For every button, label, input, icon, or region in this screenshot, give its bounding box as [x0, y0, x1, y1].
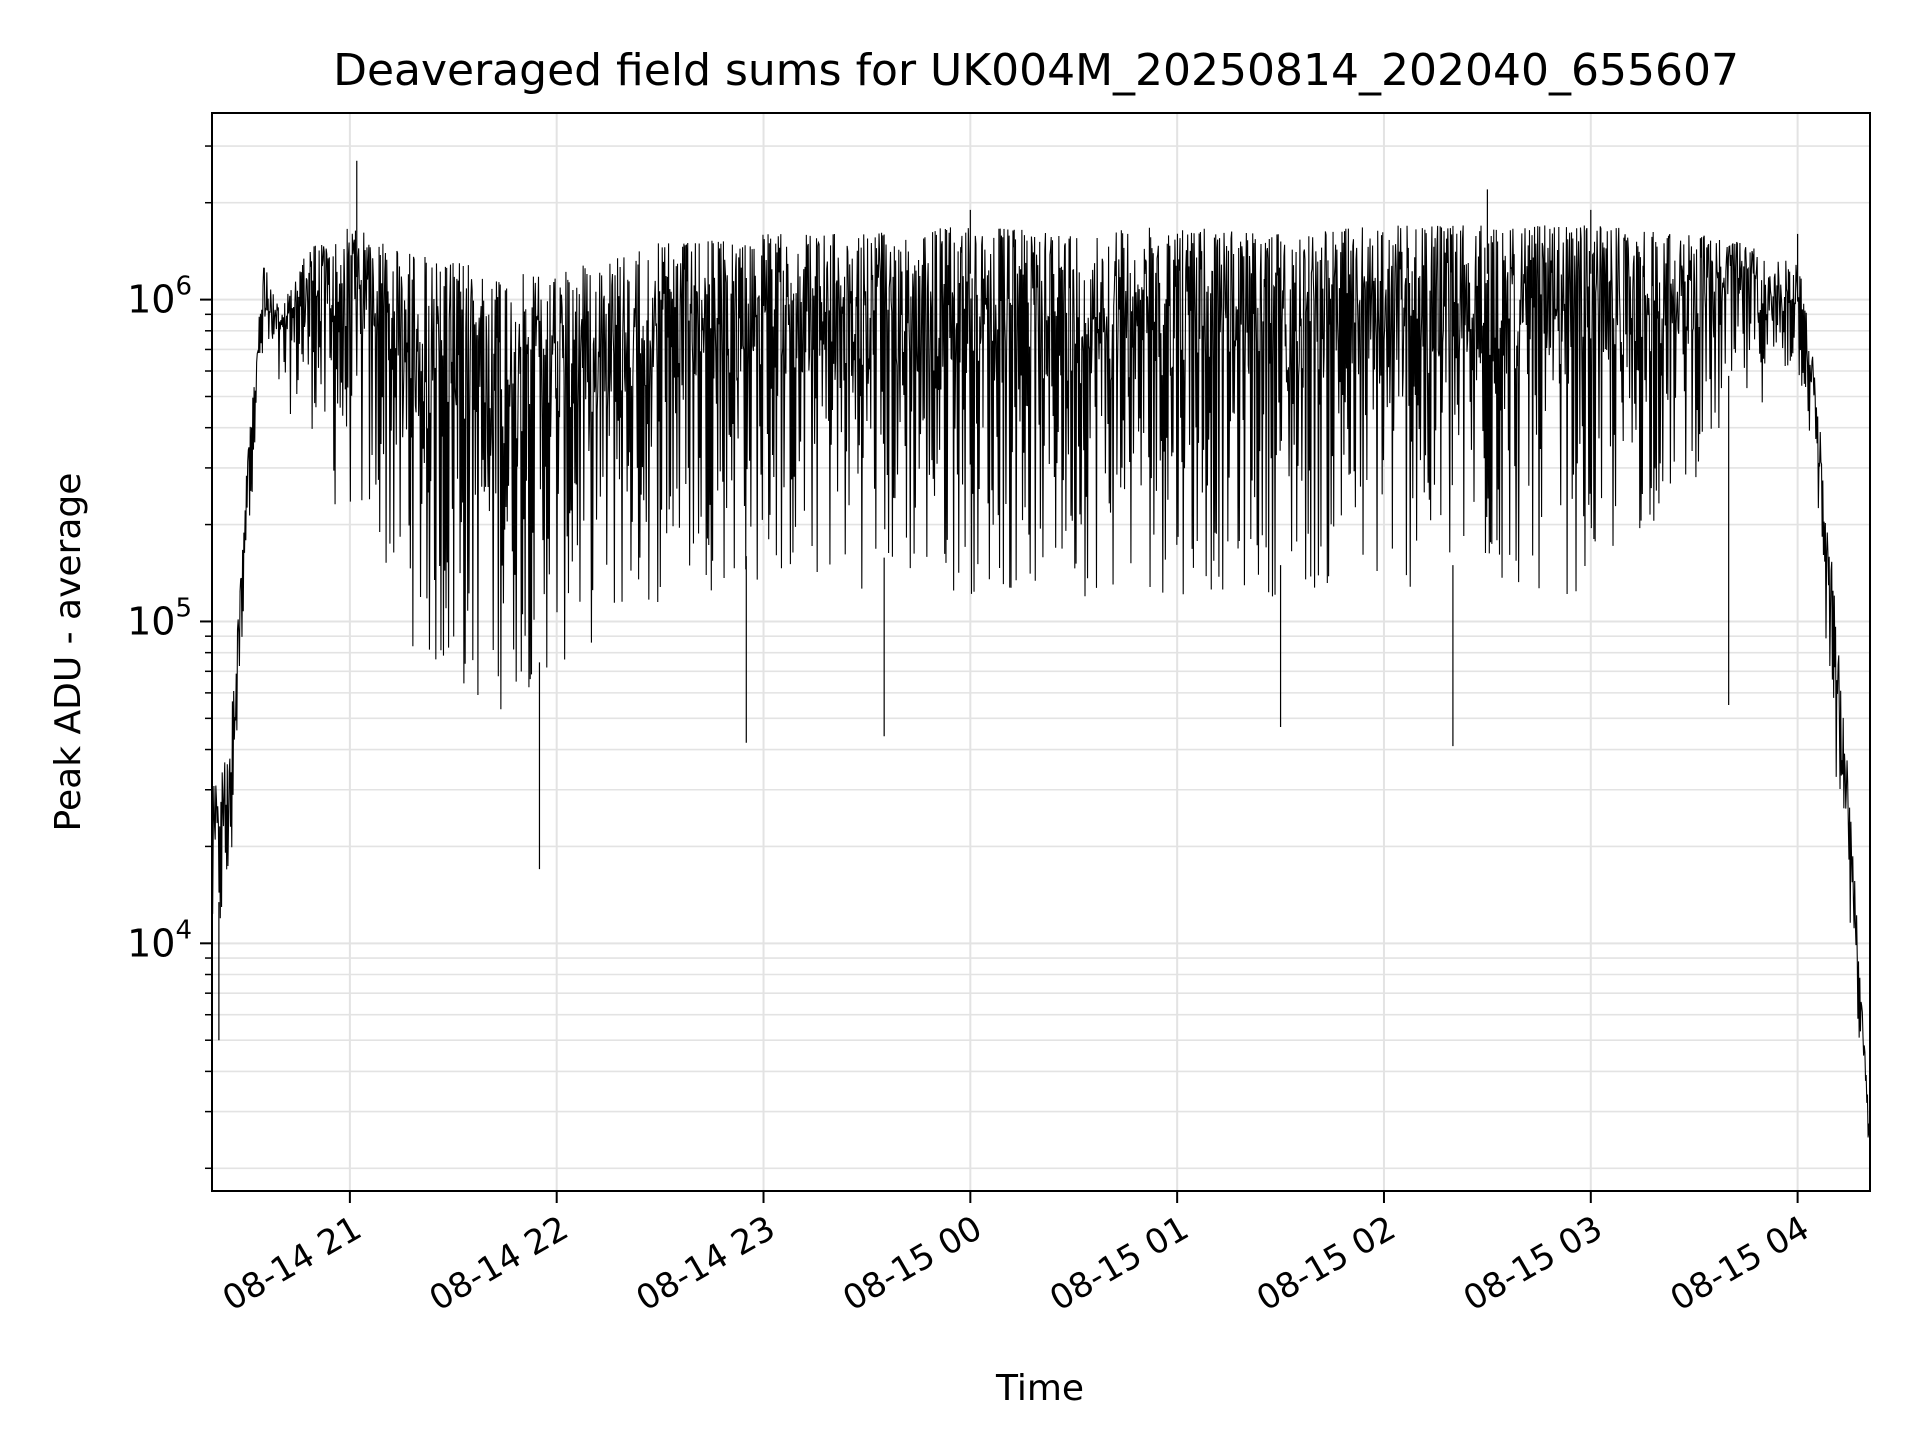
y-tick-label: 105: [127, 593, 192, 643]
y-axis-ticks: 104 105 106: [127, 145, 212, 1170]
chart-title: Deaveraged field sums for UK004M_2025081…: [333, 45, 1739, 96]
y-tick-label: 104: [127, 915, 192, 965]
y-axis-label: Peak ADU - average: [48, 473, 89, 832]
series-trace: [211, 160, 1871, 1140]
series-line: [211, 225, 1871, 1140]
y-tick-label: 106: [127, 272, 192, 322]
x-axis-label: Time: [995, 1368, 1084, 1409]
